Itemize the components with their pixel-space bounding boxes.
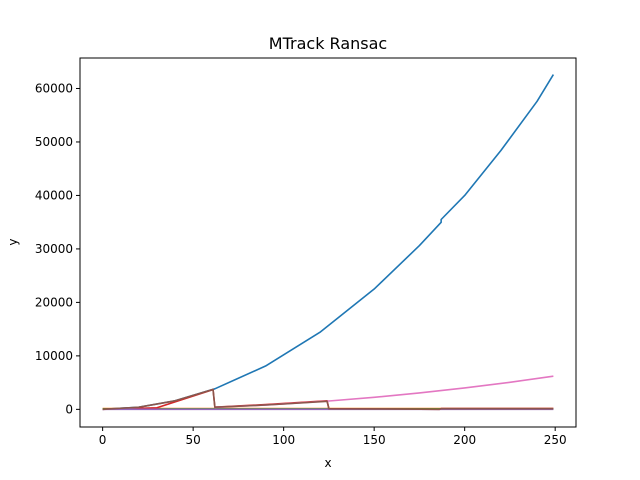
y-tick-label: 0 <box>65 402 73 416</box>
y-tick-label: 20000 <box>35 295 73 309</box>
x-tick-label: 150 <box>363 433 386 447</box>
x-tick-layer: 0 50 100 150 200 250 <box>99 427 567 447</box>
chart-title: MTrack Ransac <box>269 34 387 53</box>
x-tick-label: 0 <box>99 433 107 447</box>
y-tick-label: 40000 <box>35 188 73 202</box>
axes-frame <box>79 57 577 428</box>
y-axis-label: y <box>6 238 20 245</box>
y-tick-layer: 0 10000 20000 30000 40000 50000 60000 <box>35 81 80 416</box>
y-tick-label: 30000 <box>35 242 73 256</box>
series-layer <box>102 74 555 411</box>
x-axis-label: x <box>324 456 331 470</box>
x-tick-label: 250 <box>544 433 567 447</box>
series-line-7 <box>102 388 554 411</box>
x-tick-label: 200 <box>453 433 476 447</box>
x-tick-label: 100 <box>272 433 295 447</box>
x-tick-label: 50 <box>185 433 200 447</box>
y-tick-label: 50000 <box>35 135 73 149</box>
y-tick-label: 10000 <box>35 349 73 363</box>
y-tick-label: 60000 <box>35 81 73 95</box>
